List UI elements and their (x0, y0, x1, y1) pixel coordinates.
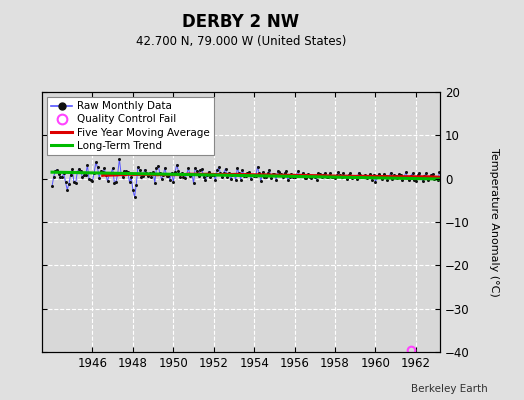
Text: Berkeley Earth: Berkeley Earth (411, 384, 487, 394)
Y-axis label: Temperature Anomaly (°C): Temperature Anomaly (°C) (489, 148, 499, 296)
Text: 42.700 N, 79.000 W (United States): 42.700 N, 79.000 W (United States) (136, 36, 346, 48)
Text: DERBY 2 NW: DERBY 2 NW (182, 13, 300, 31)
Legend: Raw Monthly Data, Quality Control Fail, Five Year Moving Average, Long-Term Tren: Raw Monthly Data, Quality Control Fail, … (47, 97, 214, 155)
